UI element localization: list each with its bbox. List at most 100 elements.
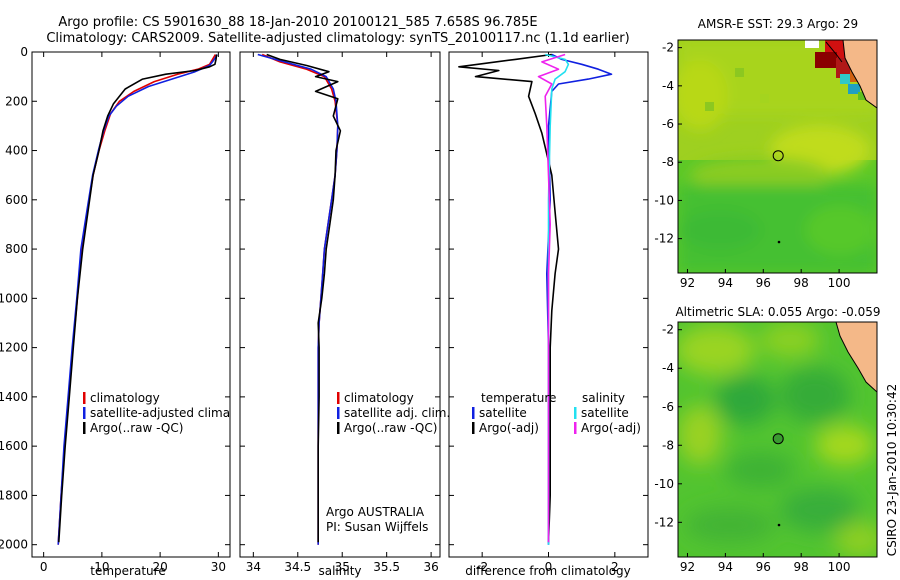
x-tick-label: 34.5 (284, 560, 311, 574)
x-tick-label: 30 (211, 560, 226, 574)
x-tick-label: 10 (94, 560, 109, 574)
sst-profile-location-marker (772, 150, 784, 162)
map-y-tick-label: -2 (662, 323, 674, 337)
map-y-tick-label: -6 (662, 117, 674, 131)
legend-swatch-sal-argo (574, 422, 577, 434)
map-y-tick-label: -12 (654, 232, 674, 246)
map-x-tick-label: 92 (680, 560, 695, 574)
series-line-salinity-argo-adj- (537, 53, 566, 543)
legend-title-salinity: salinity (582, 391, 625, 405)
temperature-panel: 0 10 20 30 0 200 400 600 800 1000 1200 1400 1600 1800… (0, 45, 268, 578)
map-x-tick-label: 98 (794, 276, 809, 290)
map-y-tick-label: -4 (662, 79, 674, 93)
footer-credit: CSIRO 23-Jan-2010 10:30:42 (885, 384, 899, 556)
legend-swatch-sal-satellite (574, 407, 577, 419)
map-y-tick-label: -10 (654, 193, 674, 207)
y-tick-label: 1600 (0, 439, 28, 453)
map-y-tick-label: -2 (662, 41, 674, 55)
map-y-tick-label: -8 (662, 155, 674, 169)
map-y-tick-label: -6 (662, 400, 674, 414)
map-x-tick-label: 100 (828, 560, 851, 574)
legend-swatch-argo (83, 422, 86, 434)
legend-label-sal-satellite: satellite (581, 406, 629, 420)
legend-title-temperature: temperature (481, 391, 556, 405)
salinity-profiles (257, 53, 342, 545)
y-tick-label: 200 (5, 94, 28, 108)
legend-swatch-satellite (337, 407, 340, 419)
difference-legend: temperature satellite Argo(-adj) salinit… (472, 391, 641, 435)
argo-program-annotation: Argo AUSTRALIA (326, 505, 425, 519)
legend-label-climatology: climatology (344, 391, 414, 405)
legend-swatch-temp-argo (472, 422, 475, 434)
legend-label-temp-argo: Argo(-adj) (479, 421, 539, 435)
map-x-tick-label: 96 (756, 276, 771, 290)
temperature-ticks: 0 10 20 30 0 200 400 600 800 1000 1200 1400 1600 1800… (0, 45, 230, 574)
salinity-ticks: 34 34.5 35 35.5 36 (240, 51, 440, 574)
map-x-tick-label: 92 (680, 276, 695, 290)
sst-float-track-dot (777, 240, 781, 244)
map-y-tick-label: -8 (662, 438, 674, 452)
x-tick-label: 2 (611, 560, 619, 574)
sla-map-title: Altimetric SLA: 0.055 Argo: -0.059 (675, 305, 880, 319)
sst-map-title: AMSR-E SST: 29.3 Argo: 29 (698, 17, 858, 31)
map-x-tick-label: 94 (718, 560, 733, 574)
difference-profiles (458, 53, 613, 545)
figure-title-line2: Climatology: CARS2009. Satellite-adjuste… (46, 31, 629, 46)
y-tick-label: 800 (5, 242, 28, 256)
x-tick-label: 34 (246, 560, 261, 574)
map-x-tick-label: 94 (718, 276, 733, 290)
salinity-axes-frame (239, 51, 441, 558)
temperature-profiles (57, 54, 218, 545)
y-tick-label: 0 (20, 45, 28, 59)
legend-swatch-temp-satellite (472, 407, 475, 419)
map-y-tick-label: -4 (662, 361, 674, 375)
legend-swatch-climatology (337, 392, 340, 404)
y-tick-label: 2000 (0, 538, 28, 552)
figure-title-line1: Argo profile: CS 5901630_88 18-Jan-2010 … (58, 15, 537, 30)
x-tick-label: 36 (423, 560, 438, 574)
series-line-argo (58, 54, 218, 543)
y-tick-label: 1000 (0, 291, 28, 305)
y-tick-label: 400 (5, 144, 28, 158)
sst-map-frame (677, 39, 878, 274)
legend-label-climatology: climatology (90, 391, 160, 405)
x-tick-label: 0 (40, 560, 48, 574)
legend-label-argo: Argo(..raw -QC) (90, 421, 183, 435)
y-tick-label: 600 (5, 193, 28, 207)
legend-swatch-argo (337, 422, 340, 434)
temperature-axes-frame (31, 51, 231, 558)
series-line-argo (266, 53, 342, 543)
salinity-xlabel: salinity (318, 564, 361, 578)
map-x-tick-label: 98 (794, 560, 809, 574)
legend-label-sal-argo: Argo(-adj) (581, 421, 641, 435)
map-x-tick-label: 100 (828, 276, 851, 290)
legend-label-temp-satellite: satellite (479, 406, 527, 420)
y-tick-label: 1200 (0, 341, 28, 355)
series-line-temperature-argo-adj- (458, 53, 560, 543)
map-x-tick-label: 96 (756, 560, 771, 574)
difference-xlabel: difference from climatology (465, 564, 631, 578)
pi-annotation: PI: Susan Wijffels (326, 520, 428, 534)
legend-swatch-climatology (83, 392, 86, 404)
sla-map-panel: Altimetric SLA: 0.055 Argo: -0.059 92 94 9… (654, 305, 880, 574)
sla-float-track-dot (777, 523, 781, 527)
x-tick-label: 35 (335, 560, 350, 574)
sst-map-panel: AMSR-E SST: 29.3 Argo: 29 (654, 17, 878, 290)
legend-label-satellite: satellite-adjusted climatology (90, 406, 268, 420)
sst-map-field (678, 40, 877, 273)
y-tick-label: 1400 (0, 390, 28, 404)
sla-map-frame (677, 321, 878, 558)
legend-label-argo: Argo(..raw -QC) (344, 421, 437, 435)
salinity-panel: 34 34.5 35 35.5 36 salinity climatology sate… (239, 51, 450, 578)
x-tick-label: 20 (152, 560, 167, 574)
legend-swatch-satellite (83, 407, 86, 419)
sla-map-ticks: 92 94 96 98 100 -2 -4 -6 -8 -10 -12 (654, 323, 850, 574)
x-tick-label: 35.5 (373, 560, 400, 574)
x-tick-label: 0 (545, 560, 553, 574)
sla-profile-location-marker (772, 433, 784, 445)
x-tick-label: -2 (476, 560, 488, 574)
legend-label-satellite: satellite adj. clim. (344, 406, 450, 420)
temperature-legend: climatology satellite-adjusted climatolo… (83, 391, 268, 435)
sst-map-ticks: 92 94 96 98 100 -2 -4 -6 -8 -10 -12 (654, 41, 850, 290)
